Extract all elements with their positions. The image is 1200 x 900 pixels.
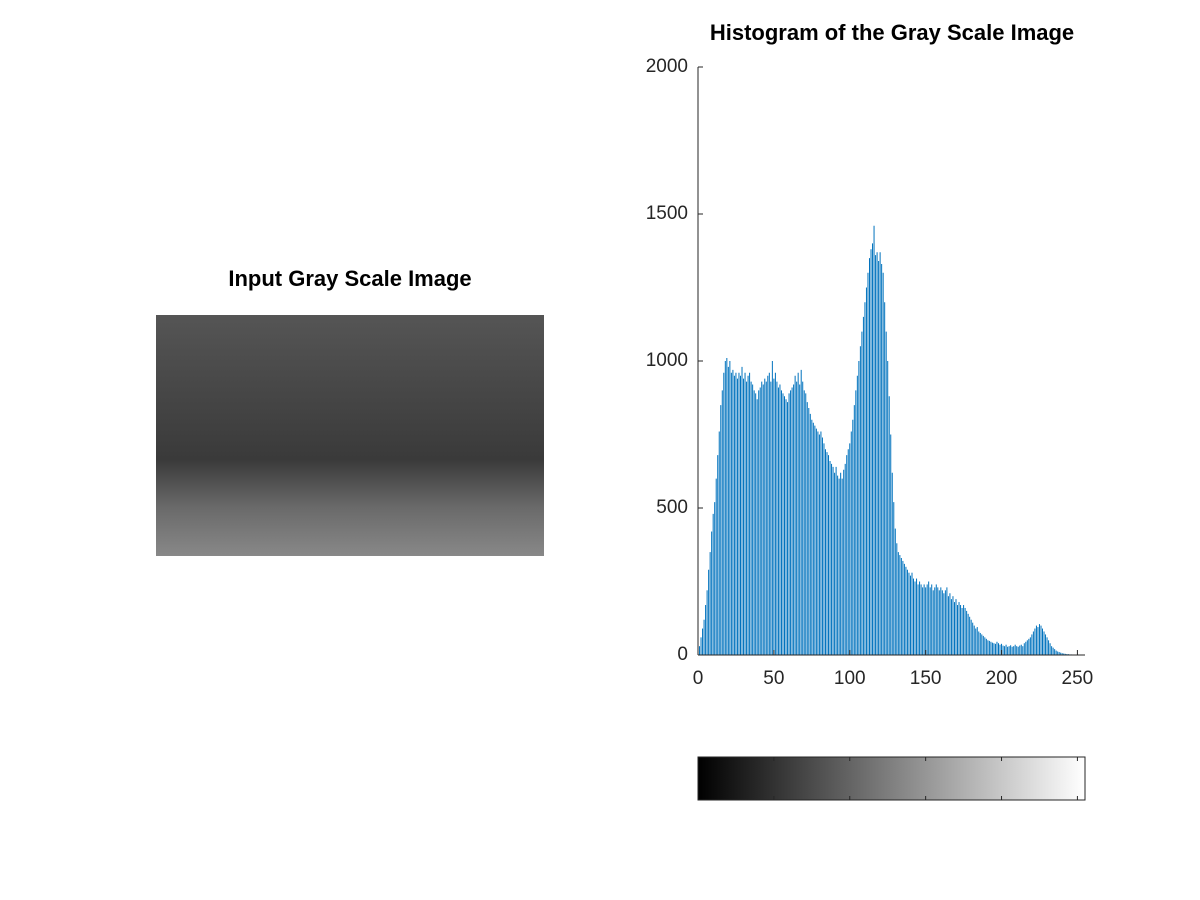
colorbar bbox=[697, 756, 1086, 801]
x-tick-label: 50 bbox=[763, 668, 784, 689]
image-title: Input Gray Scale Image bbox=[228, 266, 471, 291]
x-tick-label: 250 bbox=[1062, 668, 1094, 689]
x-tick-label: 100 bbox=[834, 668, 866, 689]
x-tick-label: 200 bbox=[986, 668, 1018, 689]
x-tick-label: 150 bbox=[910, 668, 942, 689]
gray-image bbox=[156, 315, 544, 556]
y-tick-label: 2000 bbox=[646, 56, 688, 77]
y-tick-label: 1000 bbox=[646, 350, 688, 371]
y-tick-label: 0 bbox=[677, 644, 688, 665]
y-tick-label: 1500 bbox=[646, 203, 688, 224]
chart-title: Histogram of the Gray Scale Image bbox=[710, 20, 1074, 45]
x-tick-label: 0 bbox=[693, 668, 704, 689]
y-tick-label: 500 bbox=[656, 497, 688, 518]
